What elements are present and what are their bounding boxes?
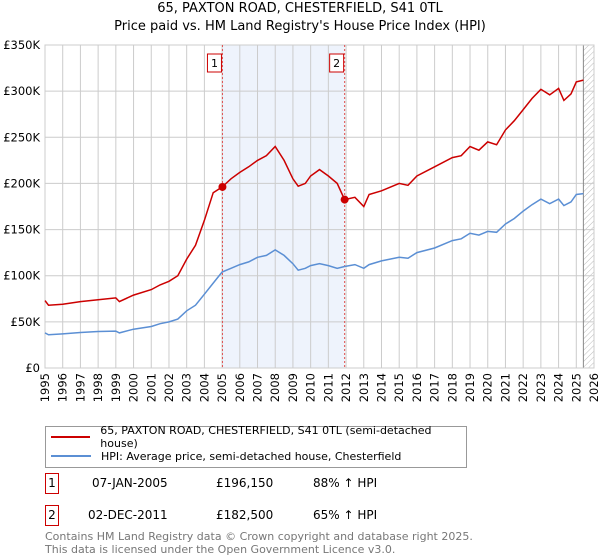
legend: 65, PAXTON ROAD, CHESTERFIELD, S41 0TL (… <box>45 424 467 468</box>
sale-point <box>218 182 227 191</box>
y-tick-label: £250K <box>3 130 40 144</box>
x-tick-label: 2002 <box>162 373 176 402</box>
plot-frame <box>44 44 595 369</box>
sale-price: £196,150 <box>216 476 274 490</box>
x-tick-label: 2009 <box>286 373 300 402</box>
y-tick-label: £350K <box>3 38 40 52</box>
sale-point <box>340 195 349 204</box>
x-tick-label: 2001 <box>144 373 158 402</box>
x-tick-label: 1998 <box>91 373 105 402</box>
x-tick-label: 1999 <box>109 373 123 402</box>
x-tick-label: 2011 <box>321 373 335 402</box>
y-tick-label: £200K <box>3 176 40 190</box>
legend-item-property: 65, PAXTON ROAD, CHESTERFIELD, S41 0TL (… <box>51 424 466 450</box>
x-tick-label: 2022 <box>516 373 530 402</box>
shaded-period <box>222 45 345 368</box>
x-tick-label: 2025 <box>569 373 583 402</box>
chart-title: 65, PAXTON ROAD, CHESTERFIELD, S41 0TL <box>157 1 443 16</box>
x-tick-label: 2012 <box>339 373 353 402</box>
sale-hpi: 65% ↑ HPI <box>313 508 378 522</box>
x-tick-label: 2016 <box>410 373 424 402</box>
x-tick-label: 2014 <box>374 373 388 402</box>
sale-date: 07-JAN-2005 <box>92 476 168 490</box>
x-tick-label: 2005 <box>215 373 229 402</box>
x-tick-label: 2007 <box>251 373 265 402</box>
sale-price: £182,500 <box>216 508 274 522</box>
x-tick-label: 2024 <box>552 373 566 402</box>
sale-date: 02-DEC-2011 <box>88 508 168 522</box>
x-tick-label: 2006 <box>233 373 247 402</box>
sale-marker-text: 2 <box>333 57 340 70</box>
x-tick-label: 1996 <box>56 373 70 402</box>
future-hatch <box>583 45 594 368</box>
legend-item-hpi: HPI: Average price, semi-detached house,… <box>51 448 401 464</box>
price-chart: 1995 1996 1997 1998 1999 2000 2001 2002 2003 2004… <box>3 38 600 402</box>
x-tick-label: 2020 <box>481 373 495 402</box>
sale-hpi: 88% ↑ HPI <box>313 476 378 490</box>
y-tick-label: £100K <box>3 269 40 283</box>
y-tick-label: £50K <box>11 315 41 329</box>
x-tick-label: 2010 <box>304 373 318 402</box>
series-line <box>44 192 584 336</box>
y-tick-label: £0 <box>25 361 40 375</box>
sale-marker-box <box>206 53 222 73</box>
x-tick-label: 1995 <box>38 373 52 402</box>
y-tick-label: £150K <box>3 223 40 237</box>
chart-subtitle: Price paid vs. HM Land Registry's House … <box>114 19 486 34</box>
sale-marker-box <box>329 53 345 73</box>
x-tick-label: 2019 <box>463 373 477 402</box>
x-tick-label: 2023 <box>534 373 548 402</box>
legend-swatch-blue <box>51 455 91 457</box>
x-tick-label: 1997 <box>73 373 87 402</box>
legend-label: 65, PAXTON ROAD, CHESTERFIELD, S41 0TL (… <box>100 424 432 450</box>
x-tick-label: 2008 <box>268 373 282 402</box>
sale-marker-label: 1 <box>45 473 59 494</box>
sale-marker-label: 2 <box>45 505 59 526</box>
x-tick-label: 2004 <box>197 373 211 402</box>
x-tick-label: 2013 <box>357 373 371 402</box>
x-tick-label: 2026 <box>587 373 600 402</box>
x-tick-label: 2018 <box>445 373 459 402</box>
x-tick-label: 2017 <box>428 373 442 402</box>
series-line <box>44 79 584 306</box>
x-tick-label: 2000 <box>127 373 141 402</box>
footer-line: This data is licensed under the Open Gov… <box>45 543 396 556</box>
x-tick-label: 2003 <box>180 373 194 402</box>
sale-marker-text: 1 <box>211 57 218 70</box>
legend-label: HPI: Average price, semi-detached house,… <box>101 449 402 463</box>
y-tick-label: £300K <box>3 84 40 98</box>
x-tick-label: 2021 <box>498 373 512 402</box>
x-tick-label: 2015 <box>392 373 406 402</box>
footer-line: Contains HM Land Registry data © Crown c… <box>45 530 473 543</box>
legend-swatch-red <box>51 436 91 438</box>
footer: Contains HM Land Registry data © Crown c… <box>45 530 473 556</box>
